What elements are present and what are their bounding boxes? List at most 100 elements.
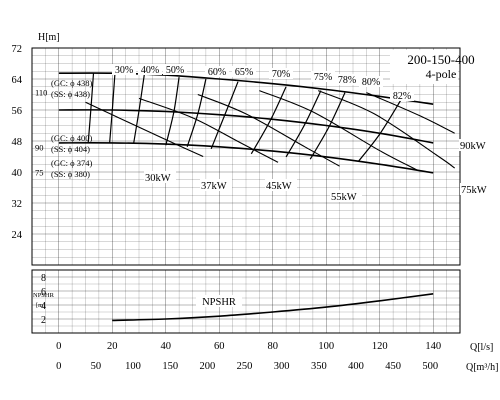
efficiency-line-75 — [250, 86, 287, 155]
efficiency-label: 82% — [393, 91, 411, 102]
head-tick-label: 48 — [12, 137, 23, 148]
power-label-bg — [144, 171, 176, 183]
efficiency-line-40 — [109, 73, 116, 144]
q-m3h-tick-label: 400 — [348, 361, 364, 372]
q-ls-tick-label: 40 — [161, 341, 172, 352]
q-ls-tick-label: 100 — [318, 341, 334, 352]
q-m3h-tick-label: 250 — [237, 361, 253, 372]
head-curve-label-ss: (SS: ϕ 404) — [51, 144, 90, 154]
efficiency-label-bg — [163, 64, 187, 75]
npshr-axis-unit: [m] — [36, 302, 45, 309]
q-m3h-tick-label: 0 — [56, 361, 61, 372]
q-m3h-tick-label: 50 — [91, 361, 102, 372]
efficiency-label: 50% — [166, 65, 184, 76]
power-label-bg — [459, 139, 491, 151]
chart-subtitle: 4-pole — [426, 67, 457, 81]
head-curve-90 — [58, 109, 434, 144]
q-ls-tick-label: 140 — [425, 341, 441, 352]
q-ls-tick-label: 60 — [214, 341, 225, 352]
power-label-bg — [460, 183, 492, 195]
power-line-37kW — [138, 97, 279, 163]
power-line-55kW — [259, 90, 418, 171]
head-curve-label-gc: (GC: ϕ 374) — [51, 158, 92, 168]
efficiency-label: 80% — [362, 77, 380, 88]
head-tick-label: 24 — [12, 230, 23, 241]
efficiency-label-bg — [269, 68, 293, 79]
efficiency-label: 70% — [272, 69, 290, 80]
power-line-45kW — [197, 93, 340, 167]
efficiency-label: 78% — [338, 75, 356, 86]
head-curve-75 — [58, 142, 434, 174]
efficiency-line-60 — [165, 77, 180, 146]
efficiency-label: 30% — [115, 65, 133, 76]
q-m3h-tick-label: 300 — [274, 361, 290, 372]
q-ls-axis-label: Q[l/s] — [470, 342, 493, 353]
head-curve-label-ss: (SS: ϕ 380) — [51, 169, 90, 179]
q-ls-tick-label: 20 — [107, 341, 118, 352]
efficiency-line-50 — [133, 73, 145, 144]
efficiency-label-bg — [232, 66, 256, 77]
q-m3h-tick-label: 200 — [199, 361, 215, 372]
npshr-curve — [112, 293, 434, 322]
head-curve-label-gc: (GC: ϕ 400) — [51, 133, 92, 143]
npshr-tick-label: 4 — [41, 301, 46, 312]
efficiency-label-bg — [311, 71, 335, 82]
npshr-frame — [31, 269, 461, 334]
power-label: 90kW — [460, 141, 486, 152]
q-m3h-tick-label: 350 — [311, 361, 327, 372]
head-curve-label-gc: (GC: ϕ 438) — [51, 78, 92, 88]
efficiency-label: 60% — [208, 67, 226, 78]
efficiency-label: 75% — [314, 72, 332, 83]
power-line-90kW — [366, 92, 455, 134]
power-label-bg — [200, 179, 232, 191]
q-m3h-tick-label: 450 — [385, 361, 401, 372]
q-ls-tick-label: 120 — [372, 341, 388, 352]
npshr-curve-label-bg — [196, 295, 242, 307]
q-m3h-tick-label: 150 — [162, 361, 178, 372]
efficiency-line-82 — [357, 99, 402, 162]
efficiency-label-bg — [112, 64, 136, 75]
power-label: 55kW — [331, 192, 357, 203]
head-tick-label: 64 — [12, 75, 23, 86]
q-m3h-axis-label: Q[m³/h] — [466, 362, 498, 373]
head-curve-power-90: 90 — [35, 143, 44, 153]
power-label: 37kW — [201, 181, 227, 192]
efficiency-label: 65% — [235, 67, 253, 78]
head-tick-label: 40 — [12, 168, 23, 179]
head-axis-label: H[m] — [38, 32, 60, 43]
q-m3h-tick-label: 500 — [422, 361, 438, 372]
power-label-bg — [330, 190, 362, 202]
head-tick-label: 56 — [12, 106, 23, 117]
npshr-tick-label: 6 — [41, 287, 46, 298]
head-tick-label: 72 — [12, 44, 23, 55]
efficiency-label: 40% — [141, 65, 159, 76]
efficiency-label-bg — [138, 64, 162, 75]
efficiency-line-30 — [87, 73, 95, 143]
q-ls-tick-label: 80 — [268, 341, 279, 352]
npshr-axis-label: NPSHR — [33, 292, 55, 299]
efficiency-line-70 — [210, 81, 239, 150]
q-m3h-tick-label: 100 — [125, 361, 141, 372]
efficiency-line-78 — [285, 90, 322, 158]
npshr-tick-label: 8 — [41, 273, 46, 284]
head-curve-power-110: 110 — [35, 88, 47, 98]
efficiency-line-65 — [186, 78, 207, 147]
head-frame — [31, 47, 461, 266]
power-label-bg — [265, 179, 297, 191]
npshr-tick-label: 2 — [41, 315, 46, 326]
efficiency-label-bg — [335, 74, 359, 85]
npshr-curve-label: NPSHR — [202, 297, 236, 308]
head-curve-label-ss: (SS: ϕ 438) — [51, 89, 90, 99]
power-line-30kW — [85, 101, 204, 158]
power-line-75kW — [317, 90, 456, 169]
efficiency-label-bg — [390, 90, 414, 101]
chart-title: 200-150-400 — [407, 52, 474, 67]
head-tick-label: 32 — [12, 199, 23, 210]
power-label: 75kW — [461, 185, 487, 196]
q-ls-tick-label: 0 — [56, 341, 61, 352]
head-curve-power-75: 75 — [35, 168, 44, 178]
power-label: 45kW — [266, 181, 292, 192]
title-box — [390, 50, 458, 84]
